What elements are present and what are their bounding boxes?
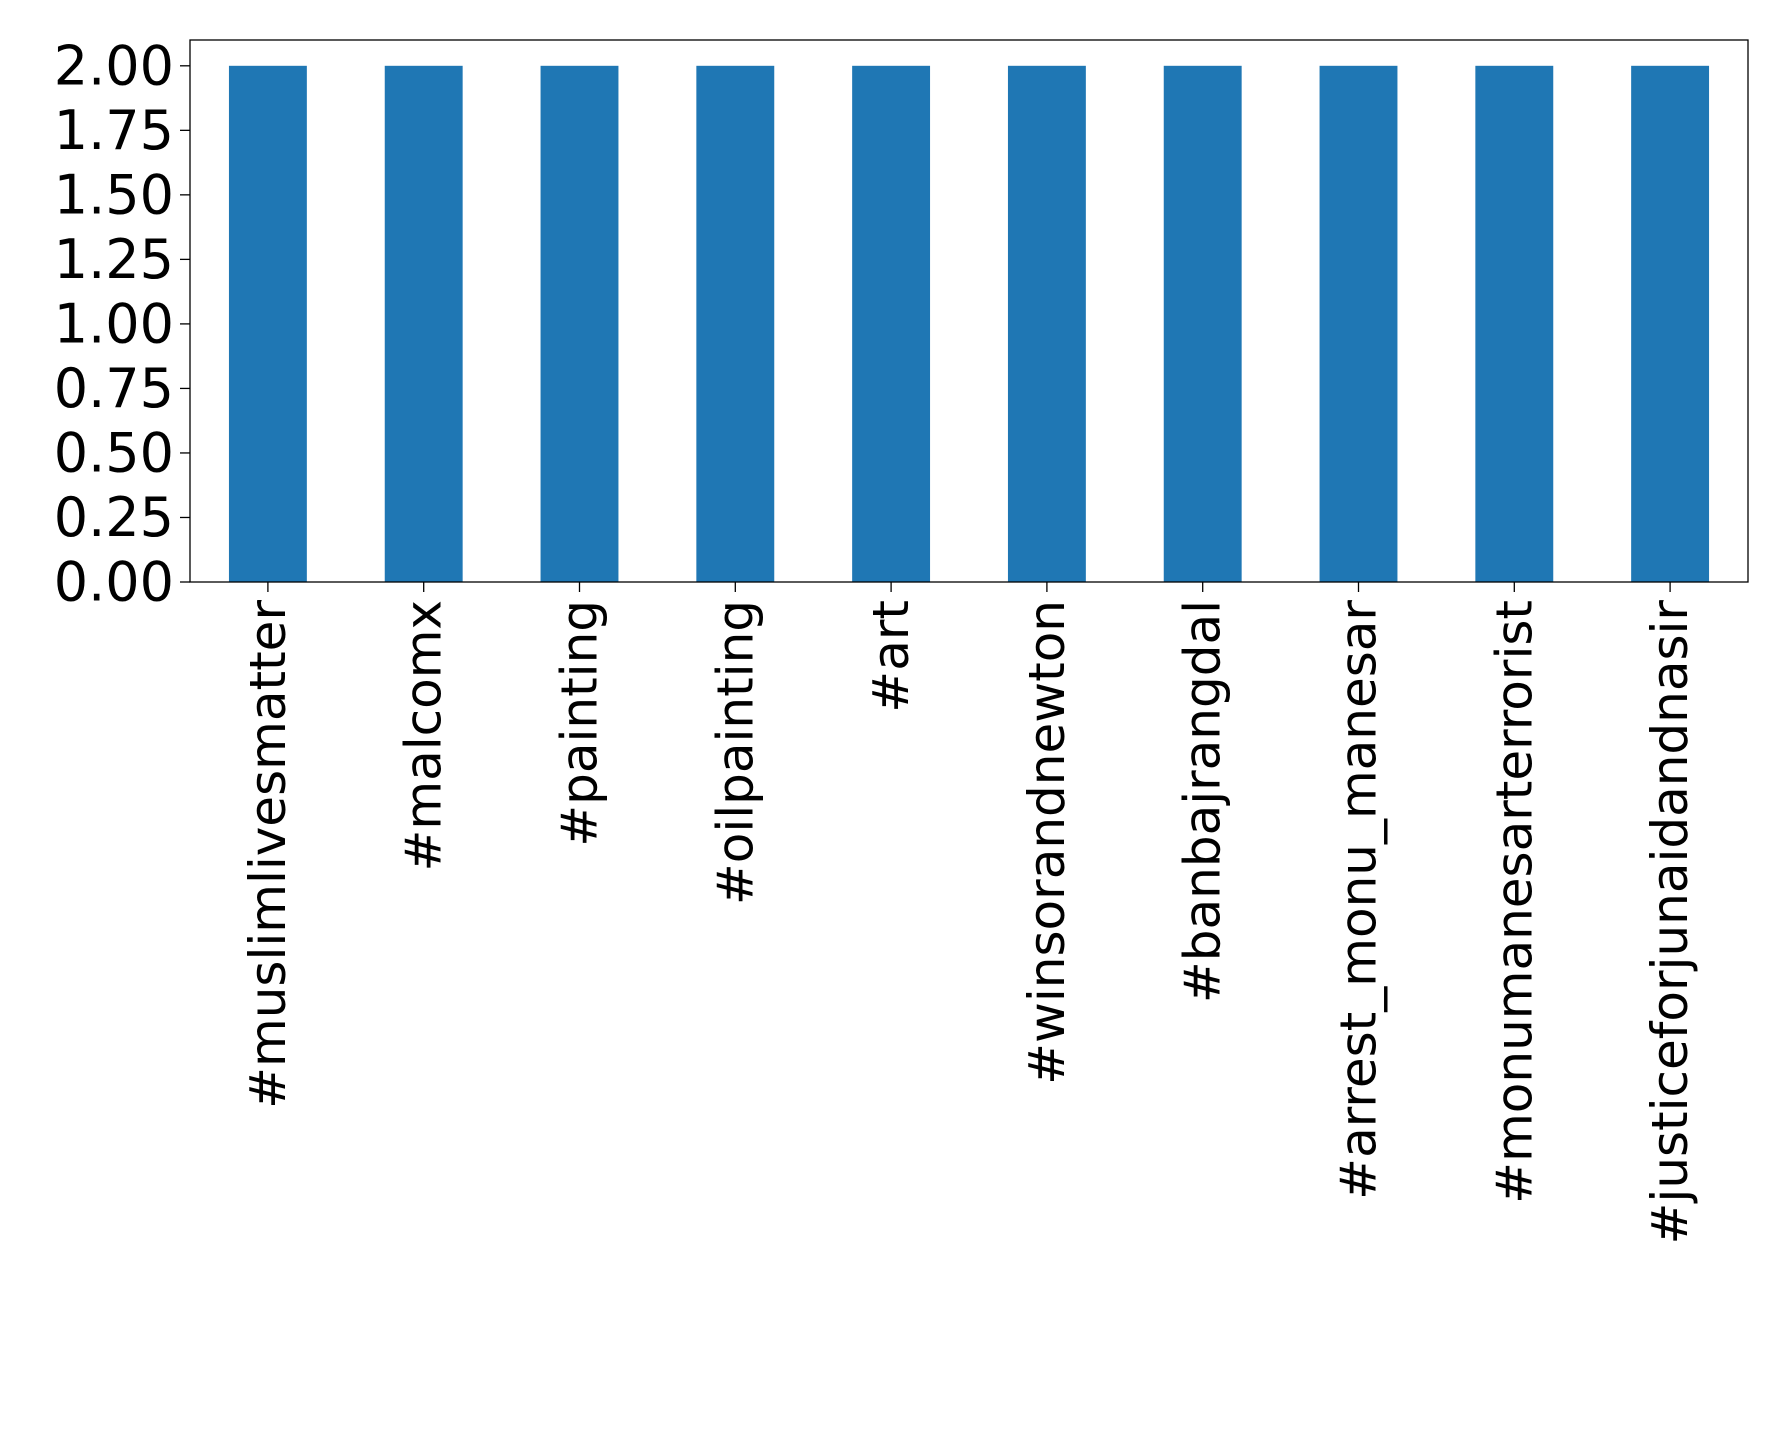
bar-winsorandnewton — [1007, 65, 1086, 583]
y-tick-label: 0.00 — [54, 551, 174, 614]
x-tick-label: #winsorandnewton — [1018, 600, 1076, 1085]
y-tick-label: 1.00 — [54, 292, 174, 355]
x-tick-label: #monumanesarterrorist — [1485, 600, 1543, 1204]
x-tick-label: #banbajrangdal — [1174, 600, 1232, 1003]
y-axis: 0.000.250.500.751.001.251.501.752.00 — [54, 34, 190, 614]
y-tick-label: 0.25 — [54, 486, 174, 549]
y-tick-label: 1.75 — [54, 99, 174, 162]
bar-banbajrangdal — [1163, 65, 1242, 583]
bar-art — [852, 65, 931, 583]
x-tick-label: #oilpainting — [706, 600, 764, 905]
x-axis: #muslimlivesmatter #malcomx #painting #oilp… — [239, 582, 1699, 1244]
x-tick-label: #justiceforjunaidandnasir — [1641, 600, 1699, 1245]
x-tick-label: #arrest_monu_manesar — [1330, 600, 1388, 1200]
y-tick-label: 2.00 — [54, 34, 174, 97]
y-tick-label: 1.25 — [54, 228, 174, 291]
bar-monumanesarterrorist — [1475, 65, 1554, 583]
x-tick-label: #painting — [551, 600, 609, 847]
bar-arrest-monu-manesar — [1319, 65, 1398, 583]
bar-oilpainting — [696, 65, 775, 583]
y-tick-label: 1.50 — [54, 163, 174, 226]
x-tick-label: #malcomx — [395, 600, 453, 872]
bars-group — [228, 65, 1710, 583]
x-tick-label: #muslimlivesmatter — [239, 600, 297, 1109]
bar-justiceforjunaidandnasir — [1631, 65, 1710, 583]
y-tick-label: 0.75 — [54, 357, 174, 420]
bar-painting — [540, 65, 619, 583]
plot-frame — [189, 39, 1749, 583]
bar-malcomx — [384, 65, 463, 583]
y-tick-label: 0.50 — [54, 421, 174, 484]
x-tick-label: #art — [862, 600, 920, 713]
bar-muslimlivesmatter — [228, 65, 307, 583]
